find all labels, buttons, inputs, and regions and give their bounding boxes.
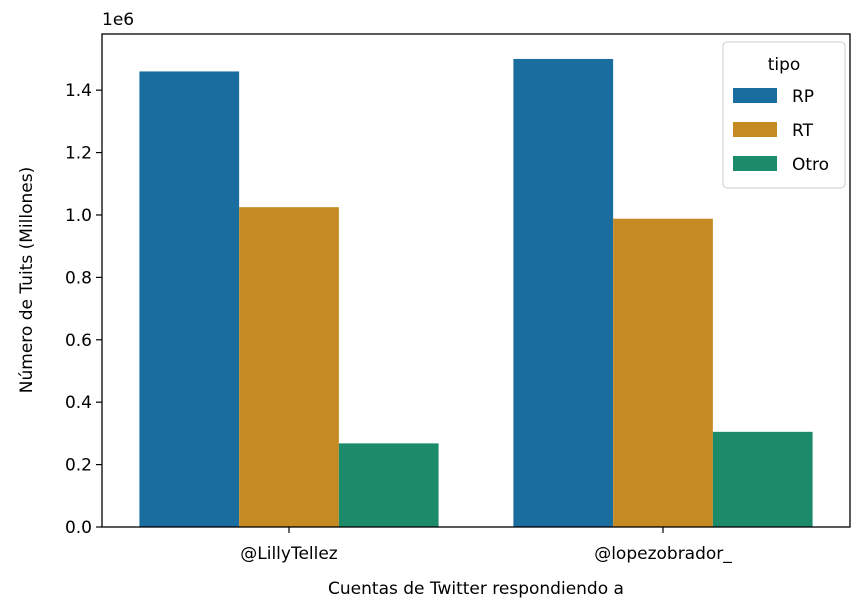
y-tick-label: 0.6 bbox=[65, 331, 92, 351]
legend-box bbox=[722, 41, 846, 189]
legend-swatch-rt bbox=[733, 122, 777, 137]
bar-otro-1 bbox=[712, 431, 813, 527]
legend-swatch-rp bbox=[733, 88, 777, 103]
x-axis: @LillyTellez @lopezobrador_ bbox=[240, 527, 732, 564]
x-tick-label: @LillyTellez bbox=[240, 544, 338, 564]
y-offset-label: 1e6 bbox=[102, 10, 134, 30]
bars bbox=[139, 58, 813, 527]
x-tick-label: @lopezobrador_ bbox=[594, 544, 732, 564]
x-axis-title: Cuentas de Twitter respondiendo a bbox=[328, 579, 624, 599]
bar-rp-0 bbox=[139, 71, 240, 527]
y-tick-label: 0.0 bbox=[65, 518, 92, 538]
legend: tipo RP RT Otro bbox=[722, 41, 846, 189]
bar-rp-1 bbox=[513, 58, 614, 527]
y-tick-label: 0.4 bbox=[65, 393, 92, 413]
plot-frame bbox=[101, 33, 851, 528]
bar-rt-0 bbox=[239, 207, 339, 527]
legend-title: tipo bbox=[768, 55, 801, 75]
legend-label-rt: RT bbox=[792, 121, 814, 141]
legend-label-rp: RP bbox=[792, 87, 814, 107]
legend-swatch-otro bbox=[733, 156, 777, 171]
y-axis-title: Número de Tuits (Millones) bbox=[17, 167, 37, 393]
legend-items: RP RT Otro bbox=[733, 87, 829, 175]
bar-otro-0 bbox=[338, 443, 439, 527]
y-axis: 0.0 0.2 0.4 0.6 0.8 1.0 1.2 1.4 bbox=[65, 81, 102, 538]
y-tick-label: 0.8 bbox=[65, 268, 92, 288]
y-tick-label: 1.4 bbox=[65, 81, 92, 101]
y-tick-label: 1.2 bbox=[65, 144, 92, 164]
legend-label-otro: Otro bbox=[792, 155, 829, 175]
y-tick-label: 1.0 bbox=[65, 206, 92, 226]
bar-rt-1 bbox=[613, 218, 713, 527]
y-tick-label: 0.2 bbox=[65, 456, 92, 476]
